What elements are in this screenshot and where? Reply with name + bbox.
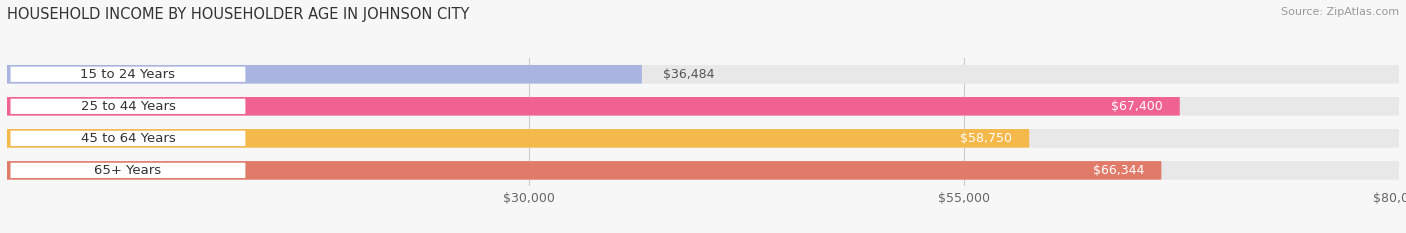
Text: $67,400: $67,400 (1111, 100, 1163, 113)
Text: $66,344: $66,344 (1092, 164, 1144, 177)
Text: Source: ZipAtlas.com: Source: ZipAtlas.com (1281, 7, 1399, 17)
FancyBboxPatch shape (7, 97, 1399, 116)
FancyBboxPatch shape (10, 163, 246, 178)
Text: $36,484: $36,484 (662, 68, 714, 81)
Text: 25 to 44 Years: 25 to 44 Years (80, 100, 176, 113)
FancyBboxPatch shape (10, 67, 246, 82)
FancyBboxPatch shape (7, 65, 641, 84)
FancyBboxPatch shape (7, 129, 1399, 148)
Text: HOUSEHOLD INCOME BY HOUSEHOLDER AGE IN JOHNSON CITY: HOUSEHOLD INCOME BY HOUSEHOLDER AGE IN J… (7, 7, 470, 22)
FancyBboxPatch shape (7, 65, 1399, 84)
Text: 65+ Years: 65+ Years (94, 164, 162, 177)
FancyBboxPatch shape (7, 161, 1399, 180)
FancyBboxPatch shape (7, 129, 1029, 148)
FancyBboxPatch shape (10, 131, 246, 146)
FancyBboxPatch shape (7, 161, 1161, 180)
Text: 45 to 64 Years: 45 to 64 Years (80, 132, 176, 145)
Text: 15 to 24 Years: 15 to 24 Years (80, 68, 176, 81)
FancyBboxPatch shape (10, 99, 246, 114)
FancyBboxPatch shape (7, 97, 1180, 116)
Text: $58,750: $58,750 (960, 132, 1012, 145)
